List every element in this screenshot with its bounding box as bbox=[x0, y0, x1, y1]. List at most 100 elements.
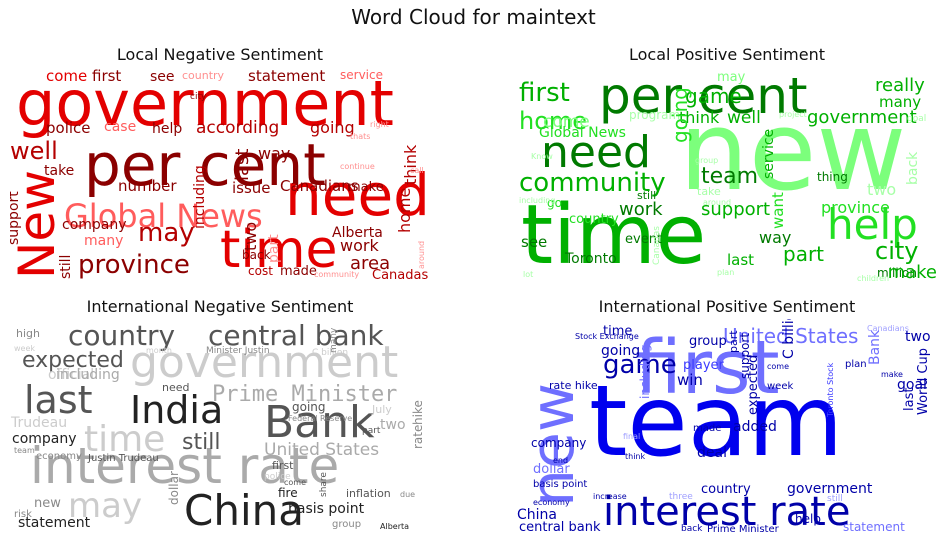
word-cloud-word: China bbox=[517, 507, 557, 523]
word-cloud-word: economy bbox=[533, 498, 570, 507]
word-cloud-word: month bbox=[146, 346, 172, 355]
word-cloud-word: province bbox=[78, 250, 190, 280]
word-cloud-word: due bbox=[400, 490, 415, 499]
word-cloud-word: including bbox=[519, 196, 555, 205]
word-cloud-word: province bbox=[821, 198, 890, 217]
word-cloud-word: plan bbox=[717, 268, 734, 277]
word-cloud-word: China bbox=[184, 486, 304, 535]
word-cloud-word: Know bbox=[531, 152, 553, 161]
word-cloud-word: government bbox=[16, 67, 394, 140]
word-cloud-word: help bbox=[795, 512, 821, 526]
word-cloud-word: dollar bbox=[167, 471, 181, 505]
word-cloud-word: hike bbox=[411, 400, 425, 425]
word-cloud-international-negative-svg: government interest rate country central ba… bbox=[10, 319, 425, 535]
word-cloud-word: statement bbox=[843, 520, 905, 534]
word-cloud-word: still bbox=[58, 255, 74, 279]
word-cloud-word: going bbox=[668, 87, 692, 143]
word-cloud-word: police bbox=[264, 472, 291, 482]
word-cloud-word: risk bbox=[14, 509, 32, 520]
word-cloud-word: country bbox=[701, 482, 751, 497]
word-cloud-word: still bbox=[827, 494, 843, 504]
word-cloud-word: company bbox=[531, 436, 586, 450]
word-cloud-word: Bank bbox=[867, 329, 883, 365]
word-cloud-word: three bbox=[669, 492, 693, 502]
word-cloud-word: official bbox=[48, 367, 94, 383]
word-cloud-word: need bbox=[285, 161, 430, 229]
word-cloud-word: make bbox=[888, 262, 937, 283]
word-cloud-word: team bbox=[701, 164, 758, 189]
word-cloud-word: rate hike bbox=[549, 379, 598, 392]
word-cloud-word: time bbox=[603, 324, 632, 339]
word-cloud-word: new bbox=[518, 383, 588, 507]
word-cloud-word: Prime Minister bbox=[707, 524, 780, 535]
word-cloud-word: number bbox=[118, 177, 177, 195]
word-cloud-word: time bbox=[521, 188, 706, 283]
word-cloud-word: well bbox=[727, 108, 761, 128]
word-cloud-word: take bbox=[44, 163, 74, 179]
word-cloud-word: work bbox=[619, 199, 663, 220]
word-cloud-word: made bbox=[280, 264, 317, 279]
word-cloud-word: first bbox=[519, 78, 570, 108]
word-cloud-word: support bbox=[738, 333, 752, 379]
word-cloud-word: share bbox=[319, 472, 329, 497]
word-cloud-word: police bbox=[46, 119, 91, 137]
word-cloud-international-negative: government interest rate country central ba… bbox=[10, 319, 430, 535]
word-cloud-word: increase bbox=[593, 492, 627, 501]
word-cloud-word: city bbox=[190, 92, 207, 102]
word-cloud-word: Bank bbox=[264, 397, 375, 448]
word-cloud-word: case bbox=[104, 119, 136, 135]
word-cloud-word: Canadas bbox=[652, 226, 662, 265]
word-cloud-word: final bbox=[623, 432, 640, 441]
word-cloud-word: first bbox=[92, 67, 121, 85]
word-cloud-word: issue bbox=[232, 179, 271, 197]
word-cloud-word: Federal Reserve bbox=[288, 414, 352, 423]
word-cloud-word: per cent bbox=[599, 67, 808, 125]
word-cloud-word: many bbox=[329, 327, 339, 353]
word-cloud-word: thats bbox=[350, 132, 370, 141]
word-cloud-word: want bbox=[769, 192, 787, 229]
word-cloud-word: make bbox=[348, 180, 384, 195]
word-cloud-word: Justin Trudeau bbox=[87, 453, 159, 464]
word-cloud-word: New bbox=[10, 170, 66, 279]
word-cloud-word: team bbox=[14, 446, 35, 455]
word-cloud-word: two bbox=[241, 222, 260, 251]
word-cloud-word: two bbox=[905, 329, 931, 345]
word-cloud-word: last bbox=[232, 149, 253, 181]
word-cloud-word: still bbox=[182, 430, 220, 455]
figure-title: Word Cloud for maintext bbox=[351, 5, 596, 29]
word-cloud-word: children bbox=[857, 274, 889, 283]
word-cloud-word: need bbox=[162, 381, 190, 394]
word-cloud-word: think bbox=[401, 144, 420, 185]
word-cloud-word: government bbox=[130, 337, 398, 388]
panel-title-local-positive: Local Positive Sentiment bbox=[628, 45, 826, 64]
word-cloud-word: company bbox=[12, 431, 77, 447]
word-cloud-word: right bbox=[370, 120, 389, 129]
word-cloud-word: back bbox=[905, 151, 921, 185]
word-cloud-word: see bbox=[150, 69, 175, 85]
word-cloud-word: plan bbox=[845, 359, 867, 370]
word-cloud-word: come bbox=[767, 362, 789, 371]
word-cloud-word: July bbox=[371, 403, 392, 416]
word-cloud-word: city bbox=[875, 237, 918, 265]
word-cloud-word: World Cup bbox=[916, 348, 931, 415]
word-cloud-word: government bbox=[787, 481, 873, 497]
word-cloud-word: last bbox=[902, 388, 917, 411]
word-cloud-word: need bbox=[541, 127, 651, 178]
word-cloud-word: rate bbox=[411, 425, 425, 449]
word-cloud-word: player bbox=[683, 358, 725, 373]
word-cloud-word: new bbox=[679, 87, 906, 215]
word-cloud-word: project bbox=[779, 110, 807, 119]
word-cloud-word: go bbox=[547, 196, 562, 210]
word-cloud-word: first bbox=[635, 325, 780, 411]
word-cloud-word: event bbox=[625, 232, 662, 247]
word-cloud-word: service bbox=[340, 68, 383, 82]
word-cloud-word: time bbox=[220, 220, 337, 280]
word-cloud-word: goal bbox=[907, 114, 926, 124]
word-cloud-word: many bbox=[879, 93, 921, 111]
word-cloud-word: may bbox=[138, 218, 195, 248]
word-cloud-word: including bbox=[638, 344, 652, 399]
panel-title-international-positive: International Positive Sentiment bbox=[598, 297, 856, 316]
word-cloud-word: call bbox=[410, 166, 424, 175]
word-cloud-word: going bbox=[601, 343, 640, 359]
